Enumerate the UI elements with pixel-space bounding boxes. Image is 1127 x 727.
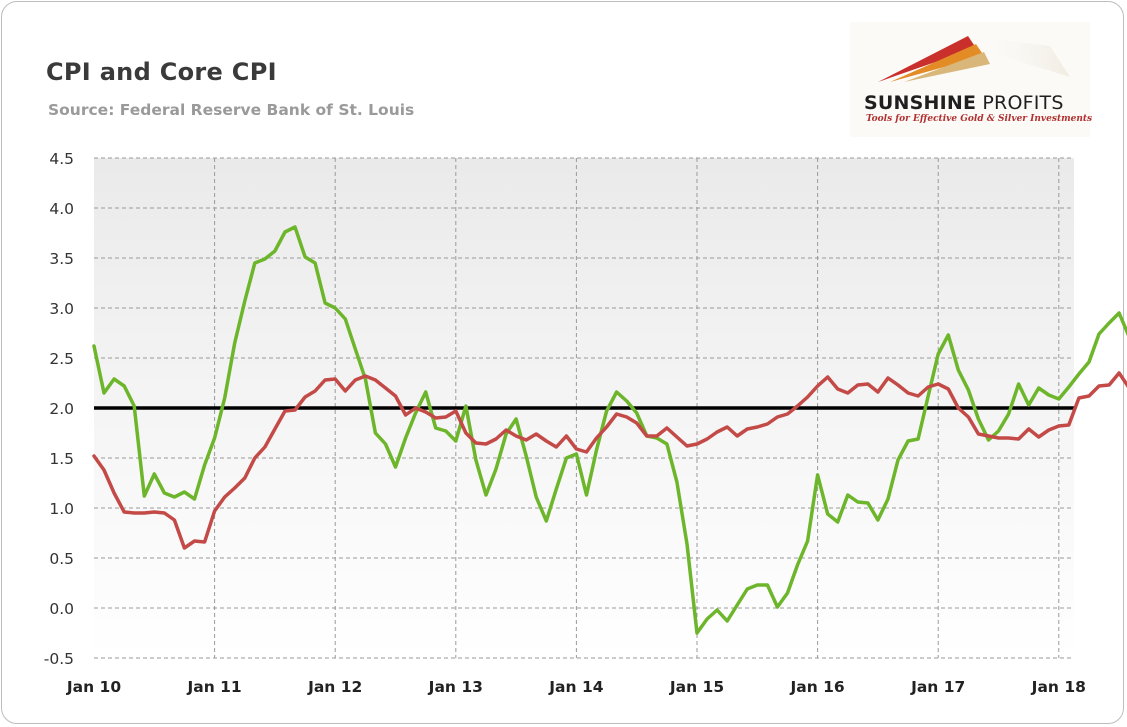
x-tick-label: Jan 17	[910, 678, 965, 696]
y-tick-label: 0.0	[49, 600, 74, 618]
logo-name-bold: SUNSHINE	[864, 92, 977, 114]
x-tick-label: Jan 18	[1031, 678, 1086, 696]
y-tick-label: 2.0	[49, 400, 74, 418]
core-cpi-series-line	[92, 371, 1127, 550]
chart-title: CPI and Core CPI	[46, 58, 277, 86]
y-tick-label: 4.5	[49, 150, 74, 168]
y-tick-label: -0.5	[44, 650, 74, 668]
y-tick-label: 1.0	[49, 500, 74, 518]
x-tick-label: Jan 13	[428, 678, 483, 696]
chart-source: Source: Federal Reserve Bank of St. Loui…	[48, 101, 415, 119]
y-tick-label: 2.5	[49, 350, 74, 368]
y-tick-label: 3.5	[49, 250, 74, 268]
logo-wordmark: SUNSHINE PROFITS	[864, 92, 1064, 114]
x-tick-label: Jan 15	[669, 678, 724, 696]
y-tick-label: 3.0	[49, 300, 74, 318]
cpi-series-line	[92, 225, 1127, 635]
x-tick-label: Jan 10	[66, 678, 121, 696]
x-tick-label: Jan 14	[548, 678, 603, 696]
y-tick-label: 4.0	[49, 200, 74, 218]
sunshine-profits-logo-icon	[850, 22, 1090, 137]
logo-tagline: Tools for Effective Gold & Silver Invest…	[866, 114, 1093, 124]
y-tick-label: 0.5	[49, 550, 74, 568]
y-tick-label: 1.5	[49, 450, 74, 468]
x-tick-label: Jan 12	[307, 678, 362, 696]
logo-name-light: PROFITS	[976, 92, 1064, 114]
x-tick-label: Jan 11	[186, 678, 241, 696]
x-tick-label: Jan 16	[789, 678, 844, 696]
